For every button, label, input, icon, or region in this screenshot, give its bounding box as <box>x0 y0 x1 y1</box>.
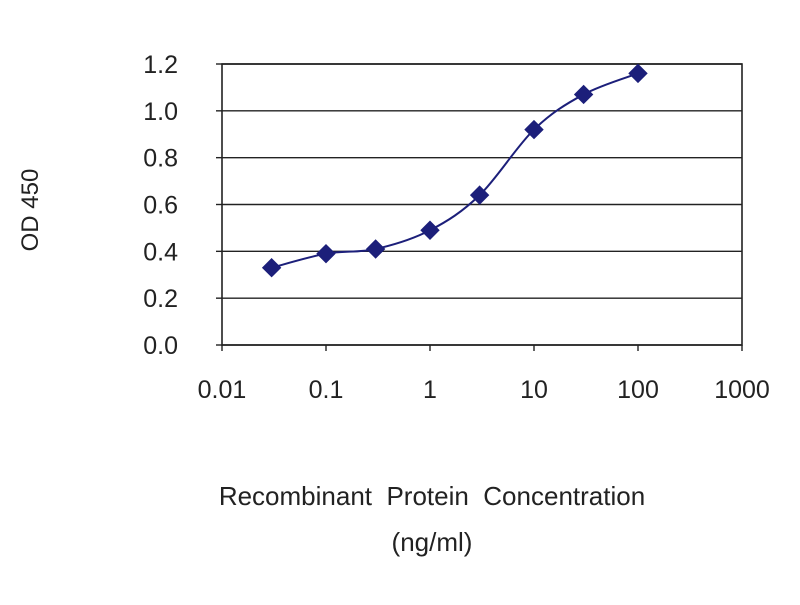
y-tick-label: 1.2 <box>143 51 178 79</box>
x-tick-label: 10 <box>520 376 548 404</box>
y-axis-label: OD 450 <box>17 169 44 252</box>
y-tick-label: 0.4 <box>143 238 178 266</box>
y-tick-label: 1.0 <box>143 98 178 126</box>
data-point-diamond <box>261 258 282 278</box>
y-tick-label: 0.8 <box>143 145 178 173</box>
x-axis-unit-label: (ng/ml) <box>392 527 473 557</box>
x-tick-label: 1 <box>423 376 437 404</box>
data-point-diamond <box>365 239 386 259</box>
data-point-diamond <box>420 220 440 240</box>
x-tick-label: 0.1 <box>309 376 344 404</box>
data-point-diamond <box>573 84 594 105</box>
axes <box>216 63 743 351</box>
x-tick-label: 100 <box>617 376 659 404</box>
x-tick-labels: 0.01 0.1 1 10 100 1000 <box>198 376 770 404</box>
y-tick-label: 0.2 <box>143 285 178 313</box>
x-tick-label: 1000 <box>714 376 770 404</box>
grid-lines <box>222 63 742 346</box>
x-tick-label: 0.01 <box>198 376 247 404</box>
data-point-diamond <box>316 243 336 264</box>
data-points <box>261 63 648 278</box>
data-point-diamond <box>628 63 648 84</box>
data-point-diamond <box>469 185 490 205</box>
y-tick-labels: 0.0 0.2 0.4 0.6 0.8 1.0 1.2 <box>143 51 178 360</box>
y-tick-label: 0.0 <box>143 332 178 360</box>
x-axis-label: Recombinant Protein Concentration <box>219 481 645 511</box>
data-point-diamond <box>524 119 544 140</box>
y-tick-label: 0.6 <box>143 192 178 220</box>
